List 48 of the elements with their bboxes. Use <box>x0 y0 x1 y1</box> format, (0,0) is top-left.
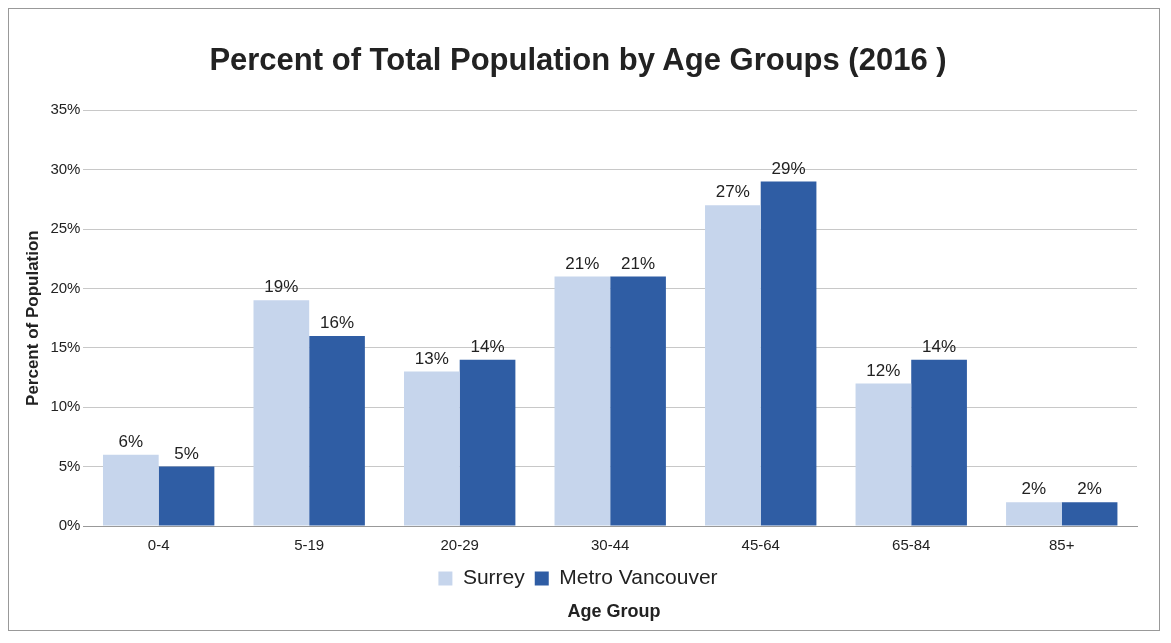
x-tick-label: 20-29 <box>440 536 479 554</box>
data-label: 2% <box>1077 479 1102 499</box>
bar <box>309 335 365 526</box>
x-axis-title: Age Group <box>566 600 662 623</box>
data-label: 19% <box>264 277 299 297</box>
legend-label: Surrey <box>462 565 526 589</box>
data-label: 13% <box>414 348 449 368</box>
x-tick-label: 85+ <box>1049 536 1075 554</box>
bar <box>554 276 611 526</box>
bar <box>855 383 912 526</box>
legend-label: Metro Vancouver <box>559 565 718 589</box>
data-label: 21% <box>621 253 656 273</box>
data-label: 29% <box>771 158 806 178</box>
data-label: 2% <box>1021 479 1047 499</box>
bar <box>102 454 159 526</box>
bar <box>760 181 817 526</box>
y-tick-label: 25% <box>50 219 81 237</box>
y-tick-label: 5% <box>58 456 81 474</box>
bar <box>459 359 516 526</box>
x-tick-label: 0-4 <box>147 536 170 554</box>
bar <box>911 359 967 526</box>
bar <box>1006 502 1062 526</box>
data-label: 5% <box>174 443 199 463</box>
x-tick-label: 45-64 <box>741 536 780 554</box>
data-label: 16% <box>320 313 355 333</box>
y-tick-label: 30% <box>50 159 81 177</box>
y-tick-label: 15% <box>50 337 81 355</box>
bar <box>610 276 666 526</box>
data-label: 12% <box>866 360 901 380</box>
bar <box>404 371 460 526</box>
x-tick-label: 30-44 <box>591 536 630 554</box>
y-tick-label: 35% <box>50 100 81 118</box>
y-tick-label: 0% <box>58 516 81 534</box>
data-label: 21% <box>565 253 600 273</box>
data-label: 14% <box>922 336 957 356</box>
data-label: 27% <box>715 182 750 202</box>
chart-title: Percent of Total Population by Age Groups (2016 ) <box>209 42 947 78</box>
x-tick-label: 5-19 <box>294 536 325 554</box>
data-label: 14% <box>470 336 505 356</box>
bar <box>158 466 215 526</box>
bar <box>1061 502 1118 526</box>
y-axis-title: Percent of Population <box>22 230 42 406</box>
bar <box>253 300 310 526</box>
y-tick-label: 20% <box>50 278 81 296</box>
bar <box>705 205 761 526</box>
y-tick-label: 10% <box>50 397 81 415</box>
x-tick-label: 65-84 <box>892 536 931 554</box>
data-label: 6% <box>118 431 144 451</box>
